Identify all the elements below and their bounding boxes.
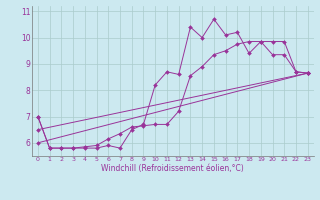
X-axis label: Windchill (Refroidissement éolien,°C): Windchill (Refroidissement éolien,°C) xyxy=(101,164,244,173)
